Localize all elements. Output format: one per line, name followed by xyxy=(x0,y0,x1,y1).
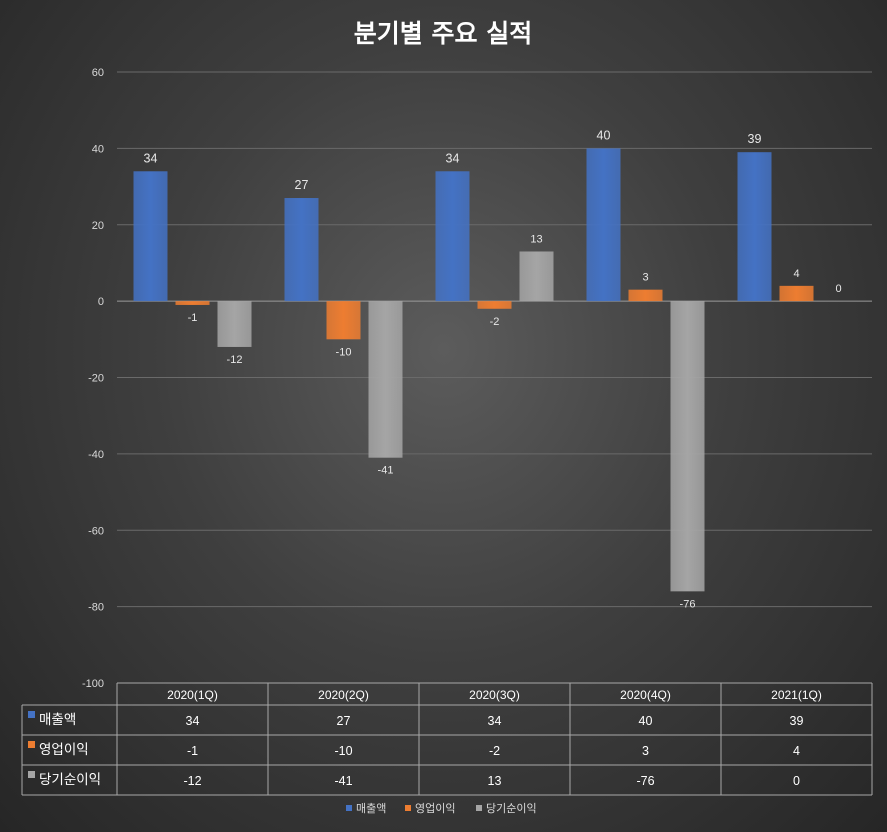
data-label: -12 xyxy=(227,354,243,366)
bars xyxy=(134,148,814,591)
data-label: -2 xyxy=(490,316,500,328)
table-cell: -76 xyxy=(636,774,654,788)
bar-영업이익-2020(2Q) xyxy=(327,301,361,339)
table-cell: 4 xyxy=(793,744,800,758)
data-label: -10 xyxy=(336,346,352,358)
chart-title: 분기별 주요 실적 xyxy=(354,19,532,48)
y-tick-label: 40 xyxy=(92,143,104,155)
table-header-cell: 2020(1Q) xyxy=(167,688,218,702)
table-cell: -12 xyxy=(183,774,201,788)
table-row-label: 매출액 xyxy=(39,712,76,728)
y-tick-label: -60 xyxy=(88,525,104,537)
bar-영업이익-2020(4Q) xyxy=(629,290,663,301)
legend-label: 당기순이익 xyxy=(486,802,537,815)
table-row-label: 당기순이익 xyxy=(39,772,101,788)
legend: 매출액 영업이익 당기순이익 xyxy=(346,802,537,815)
data-label: 27 xyxy=(295,178,309,192)
data-label: 13 xyxy=(530,233,542,245)
data-label: 4 xyxy=(793,268,799,280)
bar-매출액-2020(2Q) xyxy=(285,198,319,301)
y-tick-label: -40 xyxy=(88,449,104,461)
bar-당기순이익-2020(2Q) xyxy=(369,301,403,458)
table-legend-key xyxy=(28,771,35,778)
bar-당기순이익-2020(4Q) xyxy=(671,301,705,591)
table-row-label: 영업이익 xyxy=(39,742,89,758)
data-label: 40 xyxy=(597,128,611,142)
y-axis: 60 40 20 0 -20 -40 -60 -80 -100 xyxy=(82,67,104,690)
table-header-cell: 2020(2Q) xyxy=(318,688,369,702)
y-tick-label: -20 xyxy=(88,373,104,385)
data-label: 3 xyxy=(642,272,648,284)
y-tick-label: -80 xyxy=(88,602,104,614)
bar-당기순이익-2020(1Q) xyxy=(218,301,252,347)
bar-매출액-2020(4Q) xyxy=(587,148,621,301)
y-tick-label: -100 xyxy=(82,678,104,690)
table-cell: 0 xyxy=(793,774,800,788)
legend-key xyxy=(405,805,411,811)
bar-당기순이익-2020(3Q) xyxy=(520,251,554,301)
y-tick-label: 60 xyxy=(92,67,104,79)
table-cell: 34 xyxy=(488,714,502,728)
bar-매출액-2020(1Q) xyxy=(134,171,168,301)
table-legend-key xyxy=(28,711,35,718)
bar-영업이익-2021(1Q) xyxy=(780,286,814,301)
data-label: -41 xyxy=(378,465,394,477)
bar-매출액-2020(3Q) xyxy=(436,171,470,301)
legend-key xyxy=(346,805,352,811)
bar-매출액-2021(1Q) xyxy=(738,152,772,301)
table-header-cell: 2021(1Q) xyxy=(771,688,822,702)
table-cell: -41 xyxy=(334,774,352,788)
table-cell: -1 xyxy=(187,744,198,758)
bar-영업이익-2020(3Q) xyxy=(478,301,512,309)
data-label: 34 xyxy=(144,151,158,165)
legend-label: 영업이익 xyxy=(415,802,455,815)
table-cell: -10 xyxy=(334,744,352,758)
data-label: -1 xyxy=(188,312,198,324)
table-header-cell: 2020(4Q) xyxy=(620,688,671,702)
table-cell: 3 xyxy=(642,744,649,758)
table-cell: 34 xyxy=(186,714,200,728)
table-cell: 40 xyxy=(639,714,653,728)
bar-영업이익-2020(1Q) xyxy=(176,301,210,305)
table-legend-key xyxy=(28,741,35,748)
legend-key xyxy=(476,805,482,811)
table-cell: 13 xyxy=(488,774,502,788)
data-label: -76 xyxy=(680,598,696,610)
table-header-cell: 2020(3Q) xyxy=(469,688,520,702)
table-cell: 27 xyxy=(337,714,351,728)
table-cell: 39 xyxy=(790,714,804,728)
y-tick-label: 0 xyxy=(98,296,104,308)
table-cell: -2 xyxy=(489,744,500,758)
data-table: 2020(1Q) 2020(2Q) 2020(3Q) 2020(4Q) 2021(1Q)… xyxy=(22,683,872,795)
data-label: 0 xyxy=(835,283,841,295)
data-label: 34 xyxy=(446,151,460,165)
data-label: 39 xyxy=(748,132,762,146)
legend-label: 매출액 xyxy=(356,802,386,815)
y-tick-label: 20 xyxy=(92,220,104,232)
